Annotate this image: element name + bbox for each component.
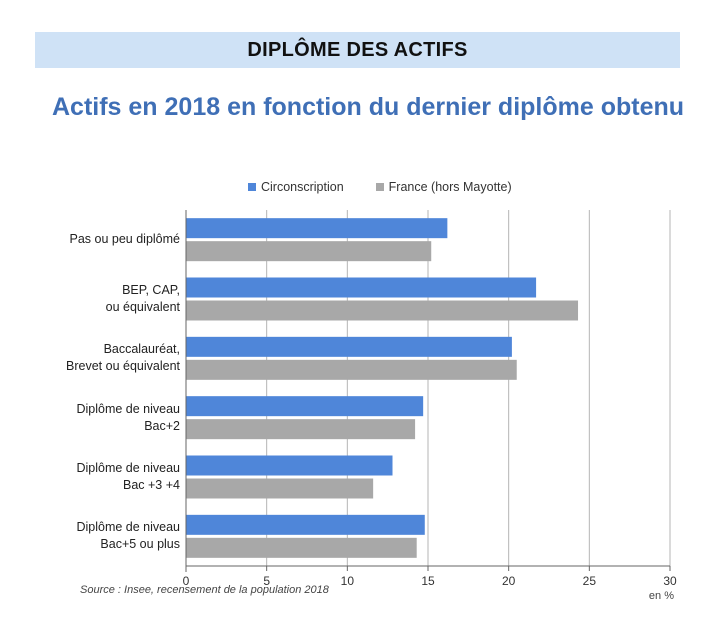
x-tick-label-30: 30 [663, 574, 677, 588]
chart-title: Actifs en 2018 en fonction du dernier di… [52, 93, 685, 121]
x-tick-label-25: 25 [583, 574, 597, 588]
category-label-line: Brevet ou équivalent [66, 359, 180, 374]
category-label-1: BEP, CAP, ou équivalent [10, 282, 180, 316]
bar-circonscription-4 [186, 455, 393, 476]
x-tick-label-0: 0 [183, 574, 190, 588]
legend-swatch-france [375, 183, 384, 191]
x-tick-label-5: 5 [263, 574, 270, 588]
legend-label-circonscription: Circonscription [261, 180, 344, 194]
bar-circonscription-3 [186, 396, 424, 417]
section-header-band: DIPLÔME DES ACTIFS [35, 32, 680, 68]
bar-france-5 [186, 537, 417, 558]
legend-swatch-circonscription [248, 183, 256, 191]
bar-france-3 [186, 419, 416, 440]
legend-item-circonscription: Circonscription [248, 180, 344, 194]
legend-label-france: France (hors Mayotte) [388, 180, 512, 194]
category-label-3: Diplôme de niveau Bac+2 [10, 401, 180, 435]
x-tick-label-20: 20 [502, 574, 516, 588]
x-tick-label-10: 10 [341, 574, 355, 588]
x-axis-unit-label: en % [648, 590, 674, 602]
category-label-0: Pas ou peu diplômé [10, 231, 181, 248]
bar-france-2 [186, 359, 517, 380]
bar-circonscription-0 [186, 218, 448, 239]
x-tick-label-15: 15 [421, 574, 435, 588]
category-label-line: Diplôme de niveau [76, 401, 180, 416]
bar-circonscription-1 [186, 277, 537, 298]
category-label-5: Diplôme de niveau Bac+5 ou plus [10, 519, 180, 553]
category-label-line: Diplôme de niveau [76, 520, 180, 535]
category-label-line: Diplôme de niveau [76, 461, 180, 475]
bar-france-4 [186, 478, 374, 499]
category-label-line: Bac +3 +4 [123, 478, 180, 492]
category-label-line: BEP, CAP, [122, 283, 180, 297]
category-label-4: Diplôme de niveau Bac +3 +4 [10, 460, 180, 494]
chart-legend: Circonscription France (hors Mayotte) [248, 178, 544, 196]
bar-france-0 [186, 241, 432, 262]
bar-circonscription-5 [186, 514, 425, 535]
category-label-line: Baccalauréat, [103, 342, 180, 357]
bar-france-1 [186, 300, 579, 321]
legend-item-france: France (hors Mayotte) [375, 180, 512, 194]
category-label-line: Pas ou peu diplômé [69, 232, 181, 247]
bar-circonscription-2 [186, 336, 512, 357]
source-note: Source : Insee, recensement de la popula… [80, 584, 329, 596]
category-label-line: ou équivalent [105, 300, 180, 314]
category-label-line: Bac+2 [144, 418, 180, 433]
category-label-2: Baccalauréat, Brevet ou équivalent [10, 341, 180, 375]
category-label-line: Bac+5 ou plus [100, 537, 180, 552]
section-header-title: DIPLÔME DES ACTIFS [247, 38, 468, 61]
